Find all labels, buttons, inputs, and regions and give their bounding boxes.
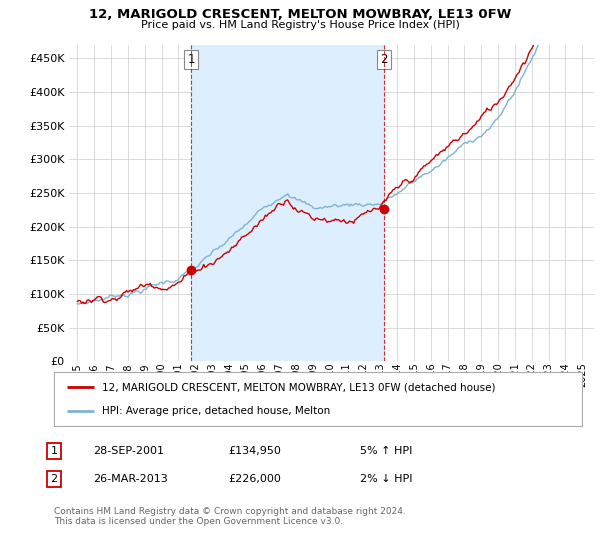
Text: 2: 2 <box>380 53 388 66</box>
Text: 5% ↑ HPI: 5% ↑ HPI <box>360 446 412 456</box>
Text: Contains HM Land Registry data © Crown copyright and database right 2024.
This d: Contains HM Land Registry data © Crown c… <box>54 507 406 526</box>
Text: 12, MARIGOLD CRESCENT, MELTON MOWBRAY, LE13 0FW: 12, MARIGOLD CRESCENT, MELTON MOWBRAY, L… <box>89 8 511 21</box>
Text: 28-SEP-2001: 28-SEP-2001 <box>93 446 164 456</box>
Text: HPI: Average price, detached house, Melton: HPI: Average price, detached house, Melt… <box>101 405 330 416</box>
Text: Price paid vs. HM Land Registry's House Price Index (HPI): Price paid vs. HM Land Registry's House … <box>140 20 460 30</box>
Text: 26-MAR-2013: 26-MAR-2013 <box>93 474 168 484</box>
Text: 2% ↓ HPI: 2% ↓ HPI <box>360 474 413 484</box>
Text: 12, MARIGOLD CRESCENT, MELTON MOWBRAY, LE13 0FW (detached house): 12, MARIGOLD CRESCENT, MELTON MOWBRAY, L… <box>101 382 495 393</box>
Text: 2: 2 <box>50 474 58 484</box>
Text: £226,000: £226,000 <box>228 474 281 484</box>
Text: £134,950: £134,950 <box>228 446 281 456</box>
Text: 1: 1 <box>50 446 58 456</box>
Bar <box>191 45 384 361</box>
Text: 1: 1 <box>187 53 195 66</box>
